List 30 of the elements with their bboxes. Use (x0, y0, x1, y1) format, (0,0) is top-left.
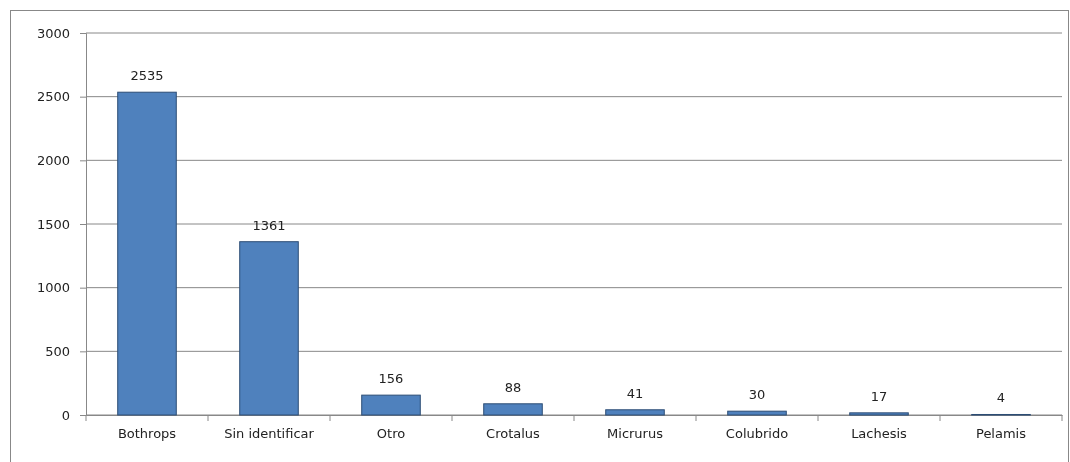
bar (605, 409, 665, 416)
x-tick-label: Lachesis (851, 426, 908, 442)
y-tick-label: 1500 (36, 216, 70, 232)
data-label: 41 (626, 385, 644, 401)
data-label: 17 (870, 388, 888, 404)
x-tick-label: Colubrido (725, 426, 789, 442)
bar (727, 410, 787, 416)
bar (239, 241, 299, 416)
x-tick-label: Crotalus (486, 426, 541, 442)
x-tick-label: Otro (376, 426, 406, 442)
bar (361, 394, 421, 416)
x-tick-label: Sin identificar (224, 426, 315, 442)
data-label: 1361 (252, 217, 286, 233)
data-label: 4 (996, 390, 1006, 406)
data-label: 88 (504, 379, 522, 395)
y-tick-label: 500 (45, 343, 70, 359)
bar (117, 91, 177, 416)
data-label: 2535 (130, 68, 164, 84)
y-tick-label: 2500 (36, 89, 70, 105)
data-label: 30 (748, 387, 766, 403)
bar (483, 403, 543, 416)
y-tick-label: 0 (61, 407, 70, 423)
x-tick-label: Bothrops (117, 426, 177, 442)
data-label: 156 (378, 371, 404, 387)
x-tick-label: Pelamis (975, 426, 1027, 442)
x-tick-label: Micrurus (607, 426, 664, 442)
y-tick-label: 2000 (36, 152, 70, 168)
y-tick-label: 3000 (36, 25, 70, 41)
y-tick-label: 1000 (36, 280, 70, 296)
bar (849, 412, 909, 416)
